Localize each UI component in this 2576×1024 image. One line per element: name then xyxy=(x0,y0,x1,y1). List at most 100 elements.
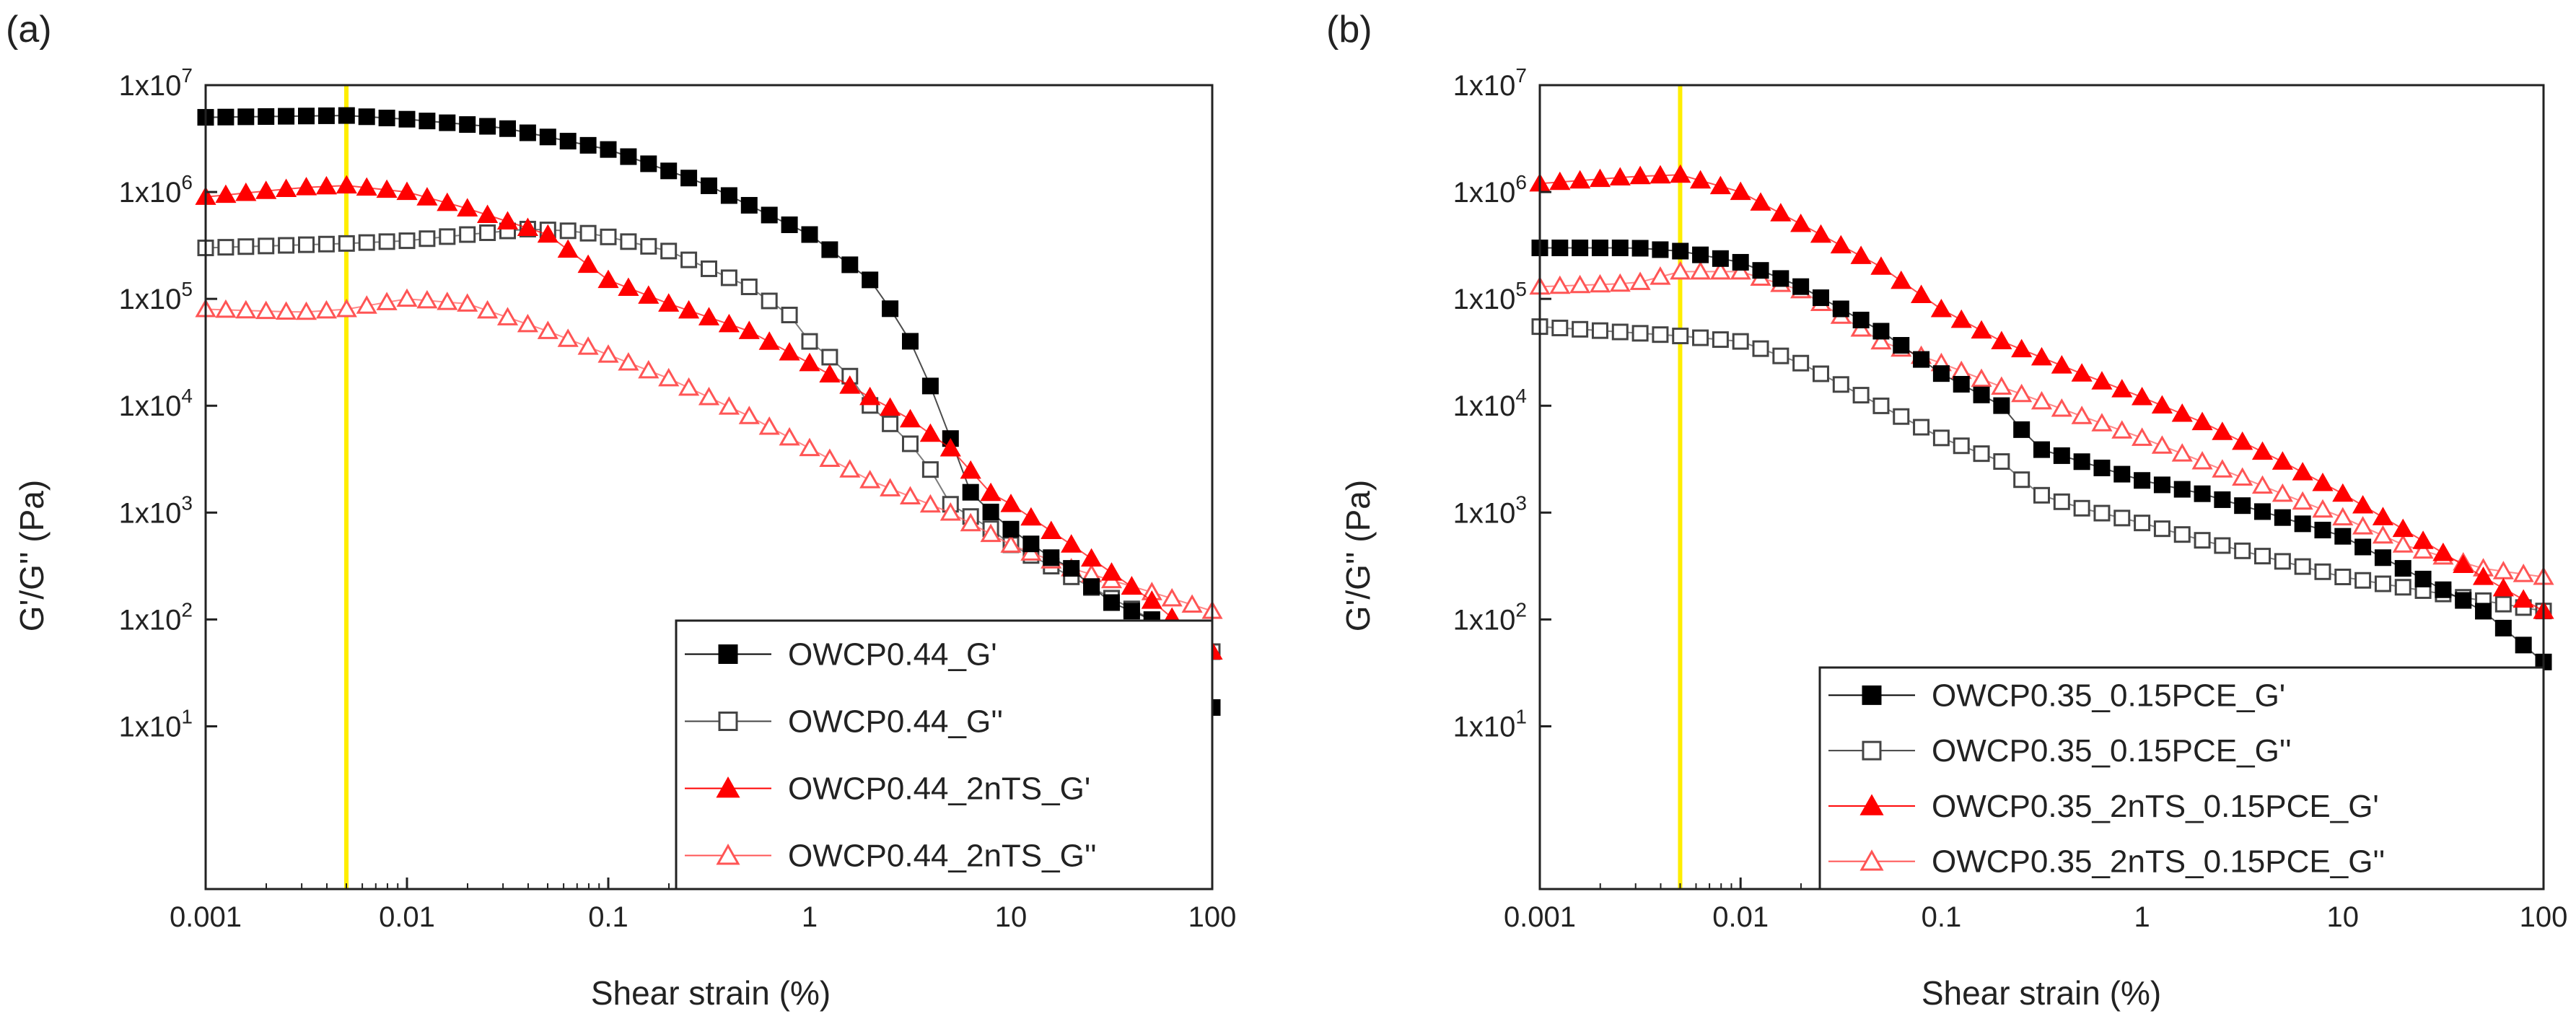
data-point xyxy=(1100,562,1123,581)
data-point xyxy=(1950,360,1972,380)
x-axis-title: Shear strain (%) xyxy=(591,974,831,1012)
data-point xyxy=(1000,494,1022,512)
y-tick-exponent: 6 xyxy=(1515,171,1527,193)
data-point xyxy=(819,364,841,382)
y-tick-label: 1x104 xyxy=(1453,385,1527,422)
legend: OWCP0.44_G' OWCP0.44_G'' OWCP0.44_2nTS_G' O… xyxy=(675,619,1214,890)
data-point xyxy=(215,299,237,318)
data-point xyxy=(1551,319,1569,336)
data-point xyxy=(1893,337,1910,354)
y-tick-base: 1x10 xyxy=(119,604,182,636)
data-point xyxy=(1103,594,1120,611)
data-point xyxy=(839,375,861,394)
data-point xyxy=(960,460,981,479)
data-point xyxy=(1810,224,1832,243)
data-point xyxy=(2292,491,2313,510)
data-point xyxy=(1670,164,1691,183)
data-point xyxy=(1932,429,1950,447)
data-point xyxy=(2171,403,2193,422)
panel-label: (b) xyxy=(1326,9,1372,51)
y-tick-base: 1x10 xyxy=(119,70,182,102)
data-point xyxy=(255,180,277,199)
x-tick-label: 10 xyxy=(2327,901,2360,933)
data-point xyxy=(2394,579,2411,596)
series xyxy=(197,107,1221,716)
data-point xyxy=(1692,329,1709,346)
data-point xyxy=(1689,170,1712,189)
data-point xyxy=(880,478,901,496)
data-point xyxy=(356,295,377,314)
data-point xyxy=(579,224,597,242)
data-point xyxy=(2435,581,2452,598)
data-point xyxy=(1572,320,1589,338)
data-point xyxy=(1569,170,1591,189)
data-point xyxy=(801,226,818,243)
data-point xyxy=(779,426,800,446)
data-point xyxy=(660,162,678,180)
data-point xyxy=(2013,421,2030,438)
series-line xyxy=(205,298,1213,612)
data-point xyxy=(2053,493,2070,510)
data-point xyxy=(2492,577,2514,597)
data-point xyxy=(2151,395,2173,414)
data-point xyxy=(2134,515,2151,532)
legend-marker xyxy=(1862,685,1882,705)
data-point xyxy=(902,435,919,452)
series xyxy=(1531,240,2552,670)
data-point xyxy=(416,289,438,309)
y-tick-label: 1x106 xyxy=(119,171,193,209)
data-point xyxy=(919,423,941,442)
data-point xyxy=(295,177,317,196)
data-point xyxy=(2093,459,2111,476)
data-point xyxy=(1792,278,1810,295)
data-point xyxy=(921,377,939,395)
x-tick-label: 0.1 xyxy=(1922,901,1962,933)
legend-marker xyxy=(1862,740,1882,761)
data-point xyxy=(2111,379,2133,398)
data-point xyxy=(939,437,961,457)
data-point xyxy=(1950,309,1972,328)
series-line xyxy=(1539,271,2544,578)
data-point xyxy=(640,237,657,255)
series xyxy=(1529,261,2554,585)
data-point xyxy=(1591,240,1608,257)
legend-marker xyxy=(716,844,740,865)
data-point xyxy=(2214,491,2231,508)
data-point xyxy=(740,278,758,295)
data-point xyxy=(1181,594,1203,613)
data-point xyxy=(398,232,416,250)
data-point xyxy=(2352,495,2374,514)
data-point xyxy=(235,299,257,319)
data-point xyxy=(1061,534,1082,553)
data-point xyxy=(1872,323,1890,340)
data-point xyxy=(2073,499,2090,517)
data-point xyxy=(378,233,395,250)
data-point xyxy=(398,110,416,128)
data-point xyxy=(419,230,436,248)
data-point xyxy=(1732,333,1749,350)
data-point xyxy=(718,396,740,415)
data-point xyxy=(356,177,377,196)
data-point xyxy=(980,523,1002,543)
data-point xyxy=(237,238,255,255)
data-point xyxy=(2414,570,2432,587)
data-point xyxy=(1572,240,1589,257)
x-tick-label: 100 xyxy=(2520,901,2568,933)
data-point xyxy=(217,108,235,126)
legend-label: OWCP0.44_2nTS_G'' xyxy=(788,839,1097,874)
y-tick-base: 1x10 xyxy=(1453,390,1516,422)
data-point xyxy=(2352,516,2374,535)
data-point xyxy=(821,241,838,258)
data-point xyxy=(376,179,398,198)
data-point xyxy=(2153,520,2170,538)
data-point xyxy=(2173,526,2191,543)
data-point xyxy=(1832,300,1849,318)
data-point xyxy=(2292,462,2313,481)
data-point xyxy=(1971,320,1992,339)
legend-label: OWCP0.44_2nTS_G' xyxy=(788,771,1090,807)
data-point xyxy=(1609,273,1631,292)
data-point xyxy=(1549,275,1571,294)
x-tick-label: 0.001 xyxy=(170,901,242,933)
y-tick-exponent: 7 xyxy=(1515,64,1527,87)
